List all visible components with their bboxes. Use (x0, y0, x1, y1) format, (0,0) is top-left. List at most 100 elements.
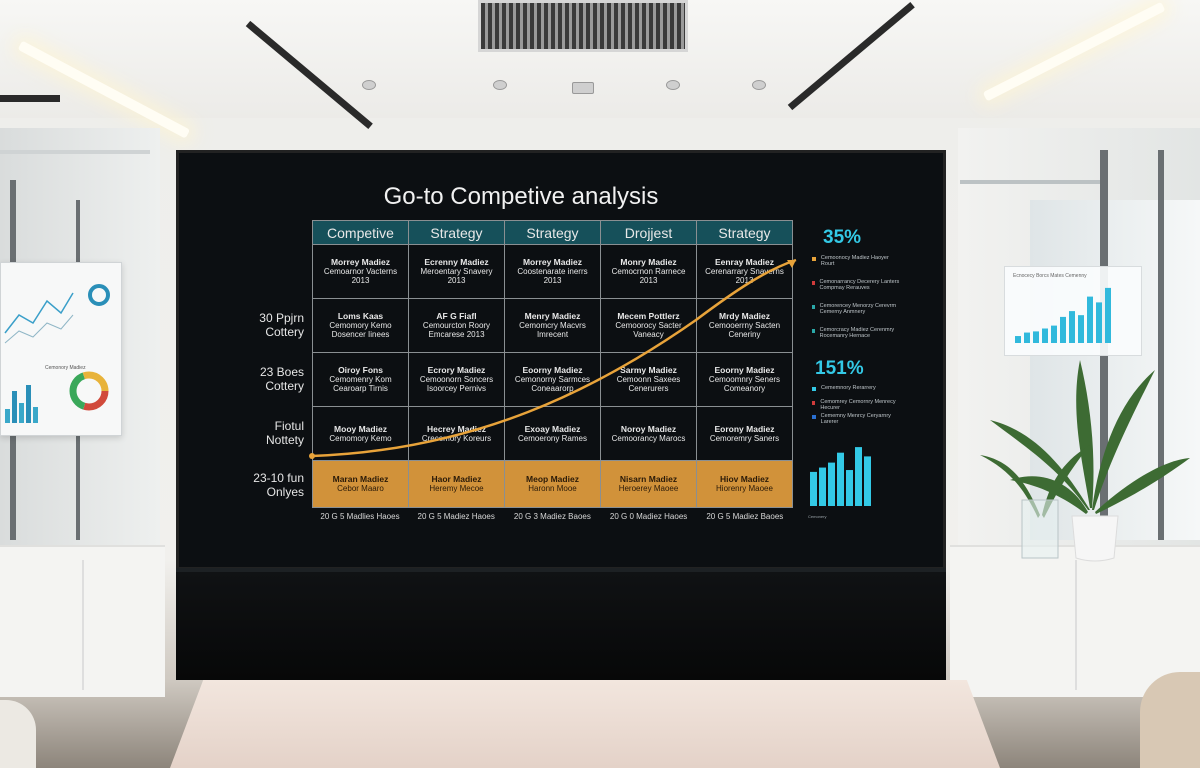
chair-left (0, 700, 36, 768)
table-cell: Haor Madiez Heremy Mecoe (408, 460, 505, 508)
cell-line: Haor Madiez (431, 474, 482, 484)
row-label: Fiotul Nottety (265, 418, 304, 447)
table-cell: Oiroy Fons Cemomenry Kom Cearoarp Tirnis (312, 352, 409, 407)
legend-swatch (812, 415, 816, 419)
mini-bar (855, 447, 862, 506)
cell-line: Cemomory Kemo (329, 433, 392, 443)
stat-top: 35% (823, 227, 862, 248)
poster-bar (1069, 311, 1075, 343)
column-footer: 20 G 0 Madiez Haoes (609, 512, 688, 521)
mini-bar-chart: Cemonery (808, 447, 871, 519)
legend-text: Cemoonocy Madiez Haoyer Rourt (820, 255, 889, 267)
cell-line: Morrey Madiez (330, 257, 391, 267)
legend-swatch (812, 305, 815, 309)
cell-line: Cemourcton Roory (422, 321, 491, 330)
cell-line: Cearoarp Tirnis (333, 384, 388, 393)
cell-line: Coneaarorp (531, 384, 574, 393)
table-cell: Eenray Madiez Cerenarrary Snaverns 2013 (696, 244, 793, 299)
legend-item: Cemorencey Menorzy Cerevrm Cemerny Anmne… (812, 303, 902, 315)
poster-left-graphics: Cemonory Madiez (4, 284, 110, 423)
table-cell: Ecrory Madiez Cemoonorn Soncers Isoorcey P… (408, 352, 505, 407)
table-row: Oiroy Fons Cemomenry Kom Cearoarp Tirnis Ec… (312, 352, 793, 407)
display-bezel (176, 568, 946, 572)
cell-line: Cemoremry Saners (709, 433, 780, 443)
display-lower-panel (176, 570, 946, 680)
wall-chart-poster-right: Ecnocecy Borcs Mates Cemenny (1004, 266, 1142, 356)
table-cell: Monry Madiez Cemocrnon Rarnece 2013 (600, 244, 697, 299)
cell-line: Vaneacy (633, 330, 664, 339)
comparison-table: Competive Strategy Strategy Drojjest Strateg… (312, 220, 793, 508)
cell-line: Cemomory Kemo (329, 321, 392, 330)
table-cell: Ecrenny Madiez Meroentary Snavery 2013 (408, 244, 505, 299)
cell-line: Cemoorancy Marocs (611, 433, 686, 443)
poster-line (4, 292, 74, 334)
cell-line: Haronn Mooe (528, 484, 577, 493)
cell-line: Cemoomnry Seners (708, 375, 781, 384)
table-cell: Hecrey Madiez Crecemory Koreurs (408, 406, 505, 461)
cell-line: Cemooerrny Sacten (708, 321, 781, 330)
poster-bar (1042, 328, 1048, 343)
poster-bar (19, 403, 24, 423)
cell-line: Sarmy Madiez (620, 365, 677, 375)
poster-pie (69, 371, 109, 411)
wall-chart-poster-left: Cemonory Madiez (0, 262, 122, 436)
spotlight (362, 80, 376, 90)
cell-line: Exoay Madiez (524, 423, 581, 434)
table-cell: Meop Madiez Haronn Mooe (504, 460, 601, 508)
cell-line: Mrdy Madiez (718, 311, 770, 321)
legend-text: Cemorencey Menorzy Cerevrm Cemerny Anmne… (819, 303, 897, 315)
poster-bar (5, 409, 10, 423)
legend-text: Cememnory Rerarrery (821, 385, 876, 391)
cell-line: Eorony Madiez (714, 423, 775, 434)
cabinet-seam (1075, 560, 1077, 690)
cell-line: Cemomenry Kom (329, 375, 392, 384)
table-cell: Mooy Madiez Cemomory Kemo (312, 406, 409, 461)
cell-line: Maran Madiez (332, 474, 389, 484)
cell-line: Hecrey Madiez (426, 423, 487, 434)
cell-line: 2013 (735, 276, 754, 285)
legend-swatch (812, 401, 816, 405)
cell-line: Meop Madiez (526, 474, 579, 484)
legend-text: Cemonarrancy Decerery Lanters Compmay Re… (819, 279, 900, 291)
cell-line: Meroentary Snavery (420, 267, 493, 276)
cell-line: 2013 (543, 276, 562, 285)
cabinet-seam (82, 560, 84, 690)
cell-line: Eoorny Madiez (522, 365, 583, 375)
legend-item: Cemoonocy Madiez Haoyer Rourt (812, 255, 902, 267)
table-row: Loms Kaas Cemomory Kemo Dosencer Iinees AF … (312, 298, 793, 353)
screen-title: Go-to Competive analysis (383, 183, 659, 210)
cell-line: Cemoarnor Vacterns (323, 267, 398, 276)
poster-bar (26, 385, 31, 423)
cell-line: Cenerurers (628, 384, 669, 393)
plant-leaves (980, 360, 1190, 518)
cell-line: Imrecent (536, 330, 569, 339)
spotlight (493, 80, 507, 90)
mini-bar (864, 456, 871, 506)
table-cell: Eorony Madiez Cemoremry Saners (696, 406, 793, 461)
table-cell: Nisarn Madiez Heroerey Maoee (600, 460, 697, 508)
white-pot (1071, 515, 1119, 562)
legend-swatch (812, 281, 815, 285)
column-header: Strategy (408, 220, 505, 245)
cell-line: Cemocrnon Rarnece (611, 267, 686, 276)
table-cell: Eoorny Madiez Cemoomnry Seners Comeanory (696, 352, 793, 407)
cell-line: Hiorenry Maoee (716, 484, 773, 493)
cell-line: 2013 (351, 276, 370, 285)
table-row: Mooy Madiez Cemomory Kemo Hecrey Madiez Cre… (312, 406, 793, 461)
poster-bars (5, 385, 38, 423)
cell-line: Coostenarate inerrs (517, 267, 588, 276)
cell-line: Isoorcey Pernivs (426, 384, 487, 393)
poster-caption: Cemonory Madiez (45, 365, 86, 371)
spotlight (666, 80, 680, 90)
cell-line: Hiov Madiez (719, 474, 770, 484)
cell-line: Dosencer Iinees (331, 330, 390, 339)
mini-bars-caption: Cemonery (808, 514, 826, 519)
column-header: Drojjest (600, 220, 697, 245)
chair-right (1140, 672, 1200, 768)
poster-pie (69, 371, 109, 411)
column-header: Competive (312, 220, 409, 245)
mini-bar (837, 452, 844, 506)
poster-bar (1060, 316, 1066, 343)
cell-line: Cemoonn Saxees (616, 375, 681, 384)
cell-line: Heremy Mecoe (429, 484, 484, 493)
